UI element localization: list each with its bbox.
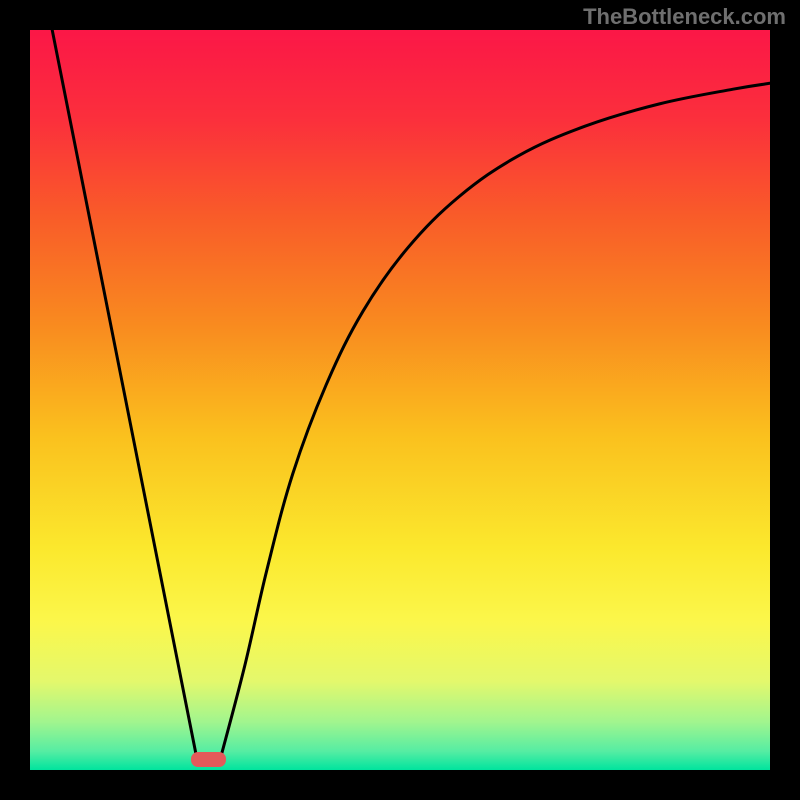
series-left-line: [52, 30, 196, 757]
curve-layer: [30, 30, 770, 770]
chart-frame: TheBottleneck.com: [0, 0, 800, 800]
min-marker: [191, 752, 227, 767]
plot-area: [30, 30, 770, 770]
series-right-curve: [221, 83, 770, 756]
watermark-text: TheBottleneck.com: [583, 4, 786, 30]
